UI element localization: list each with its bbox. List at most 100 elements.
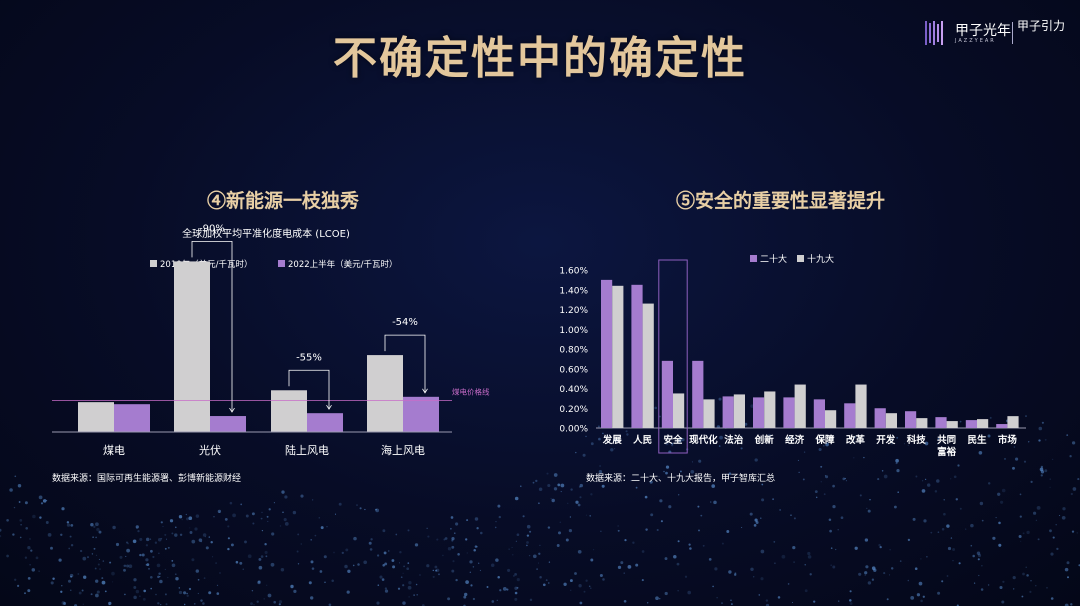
particle-dot <box>39 516 42 519</box>
particle-dot <box>363 560 368 565</box>
chart-title: 全球加权平均平准化度电成本 (LCOE) <box>182 227 350 240</box>
particle-dot <box>676 562 680 566</box>
lcoe-chart: 全球加权平均平准化度电成本 (LCOE)2010年（美元/千瓦时）2022上半年… <box>52 223 490 457</box>
particle-dot <box>466 552 468 554</box>
particle-dot <box>293 589 297 594</box>
particle-dot <box>877 478 880 481</box>
particle-dot <box>1059 514 1061 517</box>
particle-dot <box>542 583 546 587</box>
bar-20th <box>722 396 734 428</box>
particle-dot <box>251 512 255 516</box>
particle-dot <box>714 567 718 571</box>
particle-dot <box>569 579 573 583</box>
category-label: 法治 <box>724 434 744 446</box>
particle-dot <box>600 530 602 532</box>
particle-dot <box>495 558 499 562</box>
particle-dot <box>267 520 269 522</box>
particle-dot <box>126 548 130 553</box>
particle-dot <box>883 572 886 575</box>
particle-dot <box>479 569 481 572</box>
particle-dot <box>864 571 868 575</box>
logo-bars-icon <box>925 21 943 45</box>
particle-dot <box>381 578 385 581</box>
particle-dot <box>158 572 161 575</box>
particle-dot <box>602 578 605 581</box>
category-label-line1: 共同 <box>937 434 956 446</box>
particle-dot <box>125 555 127 557</box>
particle-dot <box>347 569 351 573</box>
particle-dot <box>914 567 918 570</box>
particle-dot <box>585 435 587 438</box>
particle-dot <box>124 593 126 596</box>
particle-dot <box>1035 585 1037 587</box>
particle-dot <box>598 437 601 441</box>
particle-dot <box>250 602 253 606</box>
bar-19th <box>612 285 624 428</box>
particle-dot <box>156 563 161 568</box>
particle-dot <box>718 397 722 401</box>
particle-dot <box>1028 441 1030 443</box>
particle-dot <box>1013 588 1015 590</box>
particle-dot <box>820 481 822 483</box>
particle-dot <box>188 587 192 591</box>
particle-dot <box>271 532 275 536</box>
category-label: 煤电 <box>103 444 125 457</box>
particle-dot <box>19 536 22 539</box>
particle-dot <box>154 541 158 544</box>
change-label: -55% <box>296 352 322 363</box>
particle-dot <box>447 597 451 601</box>
particle-dot <box>907 538 911 542</box>
particle-dot <box>245 514 249 518</box>
particle-dot <box>992 536 996 540</box>
particle-dot <box>832 565 836 569</box>
particle-dot <box>1050 552 1054 556</box>
particle-dot <box>937 591 941 595</box>
particle-dot <box>546 472 549 475</box>
particle-dot <box>842 477 846 481</box>
particle-dot <box>31 568 36 572</box>
particle-dot <box>728 472 732 475</box>
particle-dot <box>123 564 127 568</box>
particle-dot <box>392 565 396 569</box>
particle-dot <box>352 564 355 567</box>
particle-dot <box>451 569 455 573</box>
particle-dot <box>310 596 314 600</box>
particle-dot <box>536 568 538 570</box>
particle-dot <box>495 520 497 523</box>
bar-20th <box>661 360 673 428</box>
particle-dot <box>878 543 881 547</box>
particle-dot <box>502 587 507 591</box>
particle-dot <box>601 484 605 488</box>
particle-dot <box>171 560 174 562</box>
particle-dot <box>157 538 162 542</box>
particle-dot <box>99 568 101 570</box>
particle-dot <box>560 483 565 488</box>
particle-dot <box>400 576 403 579</box>
particle-dot <box>149 538 152 540</box>
particle-dot <box>263 598 265 600</box>
particle-dot <box>157 602 160 605</box>
particle-dot <box>200 599 203 602</box>
particle-dot <box>66 523 71 527</box>
particle-dot <box>266 584 268 586</box>
particle-dot <box>496 599 498 602</box>
y-tick-label: 1.00% <box>559 326 588 336</box>
particle-dot <box>526 544 528 547</box>
particle-dot <box>1066 561 1070 565</box>
particle-dot <box>290 584 294 589</box>
particle-dot <box>490 563 495 568</box>
particle-dot <box>936 479 940 483</box>
particle-dot <box>526 534 530 537</box>
particle-dot <box>538 552 541 555</box>
particle-dot <box>526 524 531 529</box>
particle-dot <box>522 515 525 518</box>
particle-dot <box>916 593 921 597</box>
particle-dot <box>109 561 112 564</box>
particle-dot <box>324 581 326 584</box>
particle-dot <box>282 511 284 514</box>
particle-dot <box>514 496 519 501</box>
particle-dot <box>27 546 31 550</box>
particle-dot <box>1019 515 1022 518</box>
particle-dot <box>553 487 558 491</box>
particle-dot <box>989 416 992 419</box>
